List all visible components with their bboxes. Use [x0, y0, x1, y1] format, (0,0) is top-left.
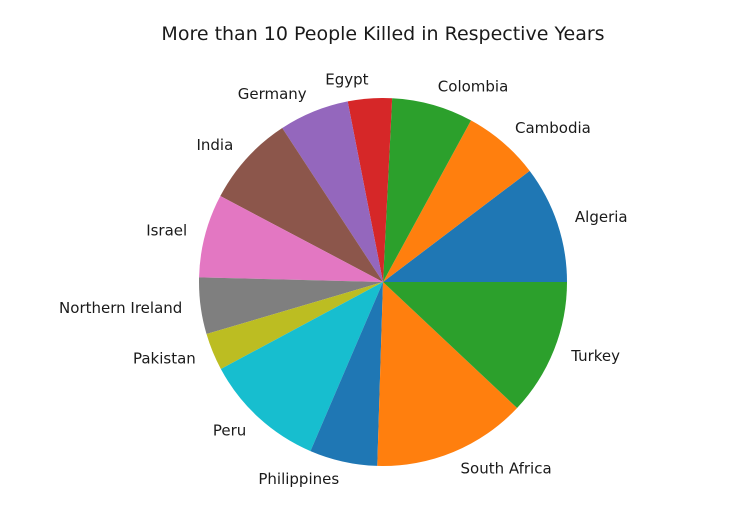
- pie-label-egypt: Egypt: [325, 71, 368, 89]
- pie-label-philippines: Philippines: [258, 470, 339, 488]
- pie-label-india: India: [196, 136, 233, 154]
- pie-slice-peru: [220, 282, 383, 452]
- pie-slice-india: [220, 128, 383, 282]
- pie-label-algeria: Algeria: [575, 208, 628, 226]
- pie-slice-pakistan: [206, 282, 383, 369]
- pie-slice-northern-ireland: [199, 277, 383, 335]
- pie-label-cambodia: Cambodia: [515, 119, 591, 137]
- pie-label-south-africa: South Africa: [461, 460, 552, 478]
- pie-slice-israel: [199, 196, 383, 282]
- pie-label-israel: Israel: [146, 221, 187, 239]
- pie-slice-turkey: [383, 282, 567, 408]
- pie-label-peru: Peru: [213, 422, 246, 440]
- pie-slice-germany: [282, 101, 383, 282]
- pie-slice-colombia: [383, 98, 471, 282]
- pie-label-pakistan: Pakistan: [133, 349, 196, 367]
- pie-labels: Algeria Cambodia Colombia Egypt Germany India…: [59, 71, 628, 489]
- pie-label-northern-ireland: Northern Ireland: [59, 299, 182, 317]
- pie-slice-egypt: [347, 98, 393, 282]
- pie-label-turkey: Turkey: [570, 347, 620, 365]
- pie-slice-south-africa: [377, 282, 518, 466]
- pie-slices: [199, 98, 567, 466]
- pie-slice-algeria: [383, 170, 567, 282]
- pie-slice-philippines: [310, 282, 383, 466]
- pie-label-germany: Germany: [238, 85, 307, 103]
- pie-slice-cambodia: [383, 120, 530, 282]
- pie-label-colombia: Colombia: [438, 78, 509, 96]
- chart-title: More than 10 People Killed in Respective…: [161, 23, 604, 45]
